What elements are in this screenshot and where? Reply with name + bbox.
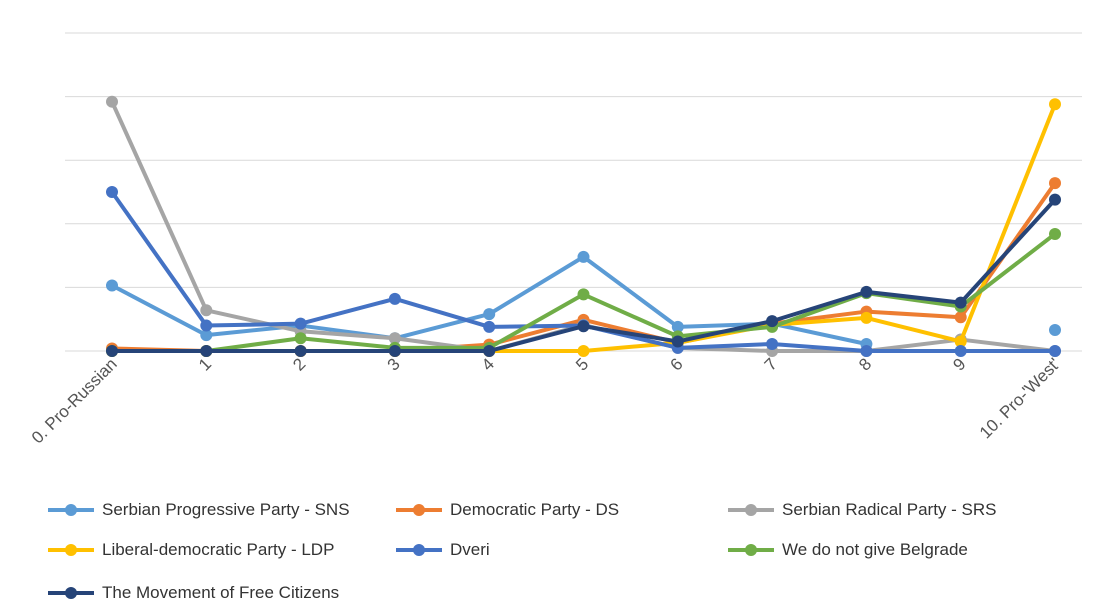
- series-lines: [106, 95, 1061, 357]
- legend-item: The Movement of Free Citizens: [48, 582, 339, 604]
- data-point: [483, 345, 496, 357]
- series-7: [106, 193, 1061, 357]
- x-tick-label: 10. Pro-'West': [976, 354, 1064, 442]
- x-tick-label: 6: [666, 354, 686, 374]
- legend-label: Serbian Progressive Party - SNS: [102, 500, 350, 519]
- data-point: [294, 332, 307, 345]
- data-point: [388, 332, 401, 345]
- data-point: [1049, 98, 1061, 111]
- legend-marker: [413, 504, 425, 516]
- data-point: [860, 345, 873, 357]
- x-tick-label: 5: [572, 354, 592, 374]
- legend-marker: [413, 544, 425, 556]
- data-point: [860, 311, 873, 324]
- x-tick-label: 3: [384, 354, 404, 374]
- x-tick-label: 0. Pro-Russian: [28, 354, 121, 447]
- data-point: [671, 335, 684, 348]
- legend-item: We do not give Belgrade: [728, 539, 968, 561]
- data-point: [577, 250, 590, 263]
- data-point: [671, 320, 684, 333]
- legend-swatch: [728, 504, 774, 516]
- series-6: [106, 227, 1061, 357]
- data-point: [106, 345, 118, 357]
- legend-marker: [745, 544, 757, 556]
- data-point: [200, 319, 213, 332]
- data-point: [954, 335, 967, 348]
- data-point: [954, 311, 967, 324]
- legend-item: Democratic Party - DS: [396, 499, 619, 521]
- legend-swatch: [48, 587, 94, 599]
- line-chart: 0. Pro-Russian 1 2 3 4 5 6 7 8 9 10. Pro-'West': [28, 32, 1082, 447]
- legend-item: Dveri: [396, 539, 490, 561]
- data-point: [954, 296, 967, 309]
- legend-label: Serbian Radical Party - SRS: [782, 500, 997, 519]
- legend-label: Democratic Party - DS: [450, 500, 620, 519]
- x-tick-label: 8: [855, 354, 875, 374]
- x-tick-label: 7: [761, 354, 781, 374]
- data-point: [860, 285, 873, 298]
- data-point: [766, 338, 779, 351]
- data-point: [200, 329, 213, 342]
- data-point: [577, 320, 590, 333]
- x-tick-label: 2: [289, 354, 309, 374]
- data-point: [483, 308, 496, 321]
- legend-label: Dveri: [450, 540, 490, 559]
- data-point: [1049, 324, 1061, 337]
- legend-marker: [65, 504, 77, 516]
- data-point: [106, 95, 118, 108]
- legend-swatch: [48, 504, 94, 516]
- legend-item: Liberal-democratic Party - LDP: [48, 539, 334, 561]
- legend-swatch: [396, 504, 442, 516]
- legend-label: Liberal-democratic Party - LDP: [102, 540, 335, 559]
- data-point: [577, 288, 590, 301]
- legend-marker: [745, 504, 757, 516]
- x-axis-tick-labels: 0. Pro-Russian 1 2 3 4 5 6 7 8 9 10. Pro-'West': [28, 354, 1064, 447]
- x-tick-label: 4: [478, 354, 498, 374]
- data-point: [200, 304, 213, 317]
- data-point: [1049, 193, 1061, 206]
- x-tick-label: 1: [195, 354, 215, 374]
- legend-label: The Movement of Free Citizens: [102, 583, 340, 602]
- legend-item: Serbian Radical Party - SRS: [728, 499, 996, 521]
- data-point: [106, 186, 118, 198]
- legend-swatch: [48, 544, 94, 556]
- data-point: [1049, 345, 1061, 357]
- data-point: [388, 345, 401, 357]
- legend-label: We do not give Belgrade: [782, 540, 968, 559]
- legend-marker: [65, 544, 77, 556]
- legend-marker: [65, 587, 77, 599]
- data-point: [388, 292, 401, 305]
- data-point: [577, 345, 590, 357]
- data-point: [200, 345, 213, 357]
- data-point: [483, 320, 496, 333]
- data-point: [294, 317, 307, 330]
- data-point: [766, 315, 779, 328]
- data-point: [294, 345, 307, 357]
- data-point: [106, 279, 118, 292]
- legend-swatch: [396, 544, 442, 556]
- data-point: [1049, 227, 1061, 240]
- legend-item: Serbian Progressive Party - SNS: [48, 499, 350, 521]
- data-point: [1049, 177, 1061, 190]
- legend-swatch: [728, 544, 774, 556]
- data-point: [954, 345, 967, 357]
- x-tick-label: 9: [949, 354, 969, 374]
